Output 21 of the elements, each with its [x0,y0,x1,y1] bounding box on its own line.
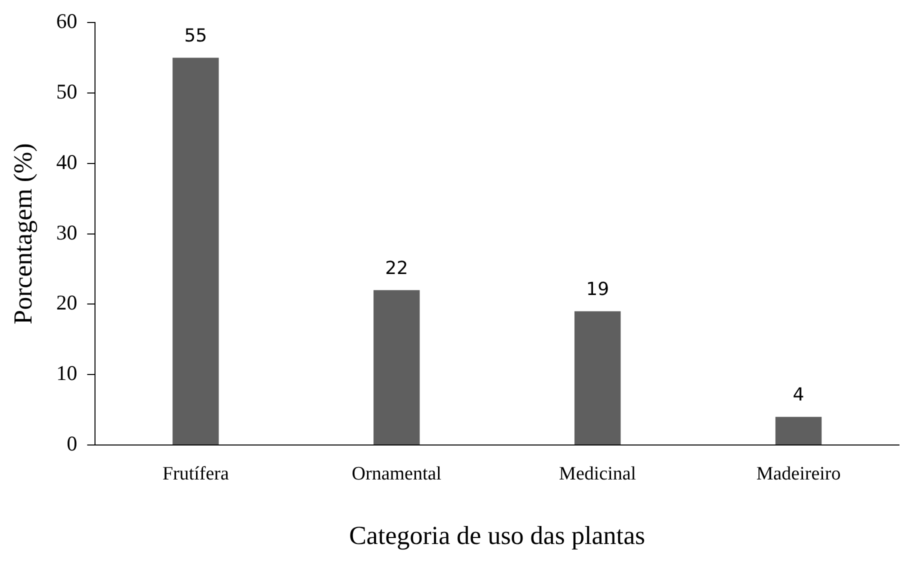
y-tick-label: 10 [56,361,78,386]
bar [775,416,822,444]
x-tick-label: Medicinal [559,463,636,484]
data-label: 55 [184,25,208,46]
data-label: 4 [792,384,804,406]
bar [574,311,621,444]
y-tick-label: 50 [56,80,78,104]
y-tick-label: 0 [66,432,78,456]
bar [374,290,420,444]
y-tick-label: 30 [56,220,78,244]
x-axis-title: Categoria de uso das plantas [349,521,646,550]
y-axis-title: Porcentagem (%) [8,143,38,324]
y-tick-label: 40 [56,150,78,174]
data-label: 19 [586,278,610,300]
x-tick-label: Madeireiro [756,463,841,484]
x-tick-label: Frutífera [162,463,230,484]
y-tick-label: 20 [56,290,78,315]
x-tick-label: Ornamental [352,463,442,484]
data-label: 22 [385,258,408,279]
y-tick-label: 60 [56,9,78,34]
bar [172,58,219,444]
